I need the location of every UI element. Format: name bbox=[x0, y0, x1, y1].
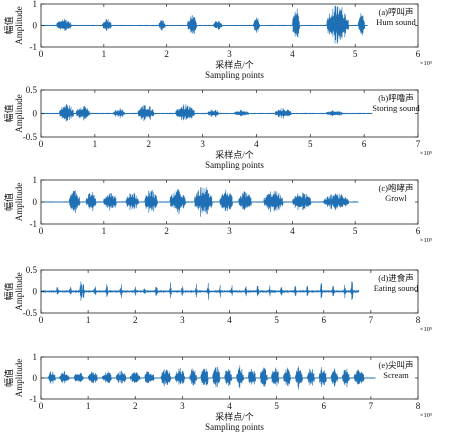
x-tick-label: 3 bbox=[227, 226, 232, 236]
panel-annotation-en: Hum sound bbox=[376, 17, 416, 27]
panel-annotation-cn: (c)咆哮声 bbox=[379, 183, 414, 193]
x-axis-label-en: Sampling points bbox=[205, 70, 264, 80]
x-multiplier-label: ×10⁵ bbox=[420, 60, 432, 67]
y-tick-label: -1 bbox=[30, 42, 38, 52]
x-tick-label: 4 bbox=[227, 315, 232, 325]
y-tick-label: 0.5 bbox=[26, 85, 38, 95]
x-tick-label: 5 bbox=[274, 315, 279, 325]
x-tick-label: 3 bbox=[227, 49, 232, 59]
y-axis-label-cn: 幅值 bbox=[3, 282, 14, 300]
y-axis-label-en: Amplitude bbox=[14, 272, 24, 311]
x-tick-label: 4 bbox=[290, 226, 295, 236]
x-tick-label: 2 bbox=[164, 226, 169, 236]
panel-annotation-cn: (a)哼叫声 bbox=[379, 7, 414, 17]
x-tick-label: 7 bbox=[416, 139, 421, 149]
x-axis-label-cn: 采样点/个 bbox=[215, 411, 254, 422]
x-multiplier-label: ×10⁵ bbox=[420, 326, 432, 333]
x-tick-label: 3 bbox=[180, 315, 185, 325]
panel-annotation-en: Storing sound bbox=[372, 103, 420, 113]
y-tick-label: 0 bbox=[33, 373, 38, 383]
y-tick-label: 0 bbox=[33, 21, 38, 31]
x-tick-label: 5 bbox=[308, 139, 313, 149]
y-tick-label: 1 bbox=[33, 352, 38, 362]
y-tick-label: 0 bbox=[33, 287, 38, 297]
panel-annotation-cn: (b)呼噜声 bbox=[378, 93, 413, 103]
x-tick-label: 4 bbox=[290, 49, 295, 59]
x-tick-label: 8 bbox=[416, 315, 421, 325]
x-multiplier-label: ×10⁵ bbox=[420, 150, 432, 157]
waveform-series bbox=[41, 5, 368, 44]
x-multiplier-label: ×10⁵ bbox=[420, 412, 432, 419]
panel-annotation-en: Growl bbox=[385, 193, 407, 203]
y-axis-label-cn: 幅值 bbox=[3, 104, 14, 122]
y-axis-label-en: Amplitude bbox=[14, 183, 24, 222]
waveform-series bbox=[41, 104, 373, 122]
x-tick-label: 1 bbox=[102, 49, 107, 59]
y-axis-label-cn: 幅值 bbox=[3, 369, 14, 387]
y-axis-label-en: Amplitude bbox=[14, 359, 24, 398]
x-tick-label: 5 bbox=[353, 226, 358, 236]
panel-annotation-en: Scream bbox=[383, 370, 409, 380]
x-tick-label: 1 bbox=[93, 139, 98, 149]
y-tick-label: -1 bbox=[30, 219, 38, 229]
y-tick-label: -0.5 bbox=[23, 308, 38, 318]
x-axis-label-cn: 采样点/个 bbox=[215, 59, 254, 70]
x-axis-label-cn: 采样点/个 bbox=[215, 149, 254, 160]
x-tick-label: 6 bbox=[322, 401, 327, 411]
x-tick-label: 4 bbox=[254, 139, 259, 149]
x-tick-label: 3 bbox=[200, 139, 205, 149]
x-tick-label: 4 bbox=[227, 401, 232, 411]
y-axis-label-cn: 幅值 bbox=[3, 16, 14, 34]
x-tick-label: 6 bbox=[322, 315, 327, 325]
x-tick-label: 0 bbox=[39, 401, 44, 411]
x-tick-label: 0 bbox=[39, 49, 44, 59]
y-axis-label-cn: 幅值 bbox=[3, 193, 14, 211]
panel-annotation-cn: (e)尖叫声 bbox=[379, 360, 414, 370]
x-tick-label: 7 bbox=[369, 315, 374, 325]
y-tick-label: 1 bbox=[33, 175, 38, 185]
x-tick-label: 8 bbox=[416, 401, 421, 411]
x-tick-label: 0 bbox=[39, 315, 44, 325]
x-multiplier-label: ×10⁵ bbox=[420, 237, 432, 244]
panel-annotation-cn: (d)进食声 bbox=[378, 273, 413, 283]
y-tick-label: -1 bbox=[30, 394, 38, 404]
x-tick-label: 7 bbox=[369, 401, 374, 411]
x-tick-label: 0 bbox=[39, 226, 44, 236]
panel-annotation-en: Eating sound bbox=[374, 283, 419, 293]
y-axis-label-en: Amplitude bbox=[14, 6, 24, 45]
y-tick-label: 0.5 bbox=[26, 265, 38, 275]
x-tick-label: 3 bbox=[180, 401, 185, 411]
x-tick-label: 6 bbox=[362, 139, 367, 149]
x-axis-label-en: Sampling points bbox=[205, 160, 264, 170]
x-tick-label: 1 bbox=[86, 401, 91, 411]
x-tick-label: 6 bbox=[416, 49, 421, 59]
x-tick-label: 6 bbox=[416, 226, 421, 236]
y-tick-label: 0 bbox=[33, 197, 38, 207]
x-tick-label: 2 bbox=[146, 139, 151, 149]
y-axis-label-en: Amplitude bbox=[14, 94, 24, 133]
x-tick-label: 1 bbox=[86, 315, 91, 325]
x-tick-label: 5 bbox=[274, 401, 279, 411]
x-tick-label: 5 bbox=[353, 49, 358, 59]
x-axis-label-en: Sampling points bbox=[205, 422, 264, 432]
x-tick-label: 2 bbox=[133, 401, 138, 411]
x-tick-label: 2 bbox=[133, 315, 138, 325]
x-tick-label: 2 bbox=[164, 49, 169, 59]
y-tick-label: 0 bbox=[33, 109, 38, 119]
waveform-series bbox=[41, 365, 376, 390]
x-tick-label: 0 bbox=[39, 139, 44, 149]
x-tick-label: 1 bbox=[102, 226, 107, 236]
y-tick-label: 1 bbox=[33, 0, 38, 9]
y-tick-label: -0.5 bbox=[23, 132, 38, 142]
